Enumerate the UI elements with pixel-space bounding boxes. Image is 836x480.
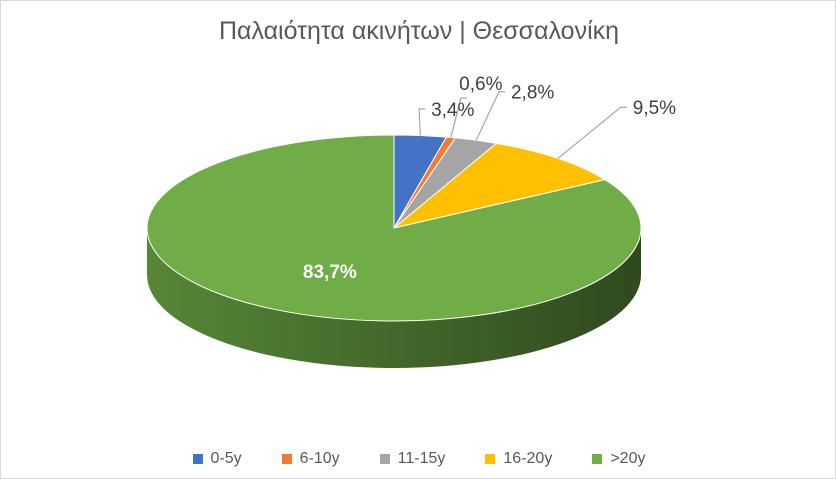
pie-side->20y xyxy=(147,228,641,368)
leader-line-16-20y xyxy=(557,106,627,159)
legend-label: 16-20y xyxy=(503,450,553,467)
chart-title: Παλαιότητα ακινήτων | Θεσσαλονίκη xyxy=(218,17,620,45)
legend-swatch xyxy=(485,454,496,464)
data-label-11-15y: 2,8% xyxy=(511,83,554,104)
legend-item-over-20y: >20y xyxy=(592,450,645,468)
legend-swatch xyxy=(379,454,390,464)
legend-label: 0-5y xyxy=(210,450,242,467)
legend-item-0-5y: 0-5y xyxy=(192,450,242,468)
data-label-6-10y: 0,6% xyxy=(459,74,502,95)
leader-lines xyxy=(418,91,627,159)
legend-item-6-10y: 6-10y xyxy=(281,450,340,468)
pie-slice->20y xyxy=(146,134,642,322)
legend-swatch xyxy=(592,454,603,464)
leader-line-0-5y xyxy=(418,108,426,136)
legend-label: >20y xyxy=(610,450,646,467)
legend-item-11-15y: 11-15y xyxy=(379,450,446,468)
pie-top xyxy=(146,134,642,322)
data-label-16-20y: 9,5% xyxy=(633,98,676,119)
data-label-0-5y: 3,4% xyxy=(431,100,474,121)
data-labels: 3,4% 0,6% 2,8% 9,5% 83,7% xyxy=(303,74,676,283)
legend-label: 11-15y xyxy=(397,450,446,467)
legend-label: 6-10y xyxy=(299,450,340,467)
legend-item-16-20y: 16-20y xyxy=(485,450,552,468)
legend-swatch xyxy=(281,454,292,464)
leader-line-6-10y xyxy=(450,97,467,138)
pie-sides xyxy=(147,228,641,368)
legend-swatch xyxy=(192,454,203,464)
leader-line-11-15y xyxy=(475,91,505,141)
legend: 0-5y 6-10y 11-15y 16-20y >20y xyxy=(1,450,836,468)
data-label->20y: 83,7% xyxy=(303,262,357,283)
